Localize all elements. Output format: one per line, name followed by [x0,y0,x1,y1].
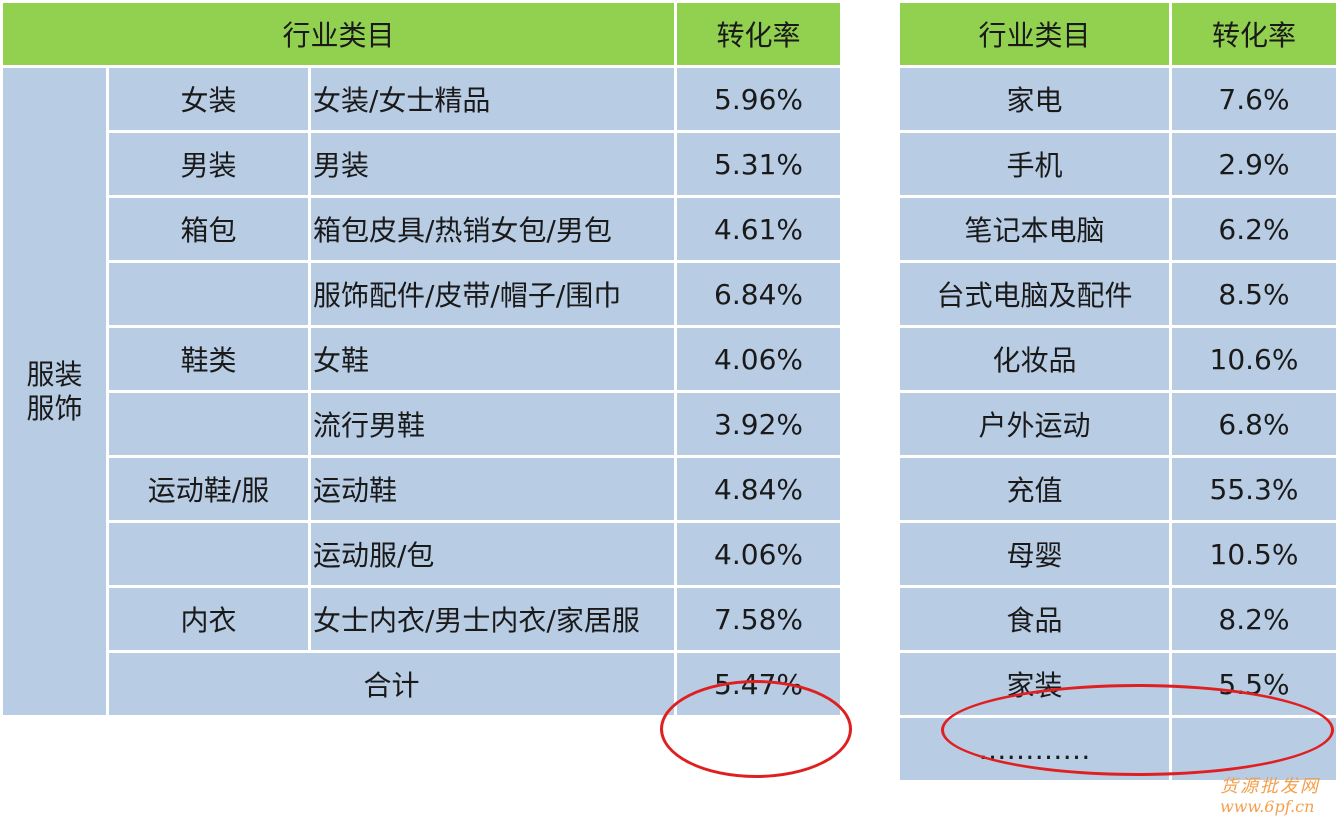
table-row: 运动服/包 4.06% [2,520,844,588]
category: 食品 [897,585,1172,653]
rate: 5.96% [674,65,844,133]
subcategory [106,520,311,588]
subcategory [106,390,311,458]
group-label-line2: 服饰 [26,391,83,425]
table-row: 母婴 10.5% [897,520,1336,588]
subcategory: 内衣 [106,585,311,653]
rate: 8.2% [1169,585,1336,653]
rate: 6.84% [674,260,844,328]
total-rate: 5.47% [674,650,844,718]
detail: 箱包皮具/热销女包/男包 [307,195,678,263]
rate: 10.5% [1169,520,1336,588]
table-header-row: 行业类目 转化率 [0,0,844,68]
table-row: 充值 55.3% [897,455,1336,523]
detail: 女装/女士精品 [307,65,678,133]
table-row: 鞋类 女鞋 4.06% [2,325,844,393]
rate: 6.2% [1169,195,1336,263]
detail: 女士内衣/男士内衣/家居服 [307,585,678,653]
rate: 8.5% [1169,260,1336,328]
subcategory: 运动鞋/服 [106,455,311,523]
detail: 运动服/包 [307,520,678,588]
table-row: 笔记本电脑 6.2% [897,195,1336,263]
table-row: 台式电脑及配件 8.5% [897,260,1336,328]
table-header-row: 行业类目 转化率 [897,0,1336,68]
category: 母婴 [897,520,1172,588]
table-row: 男装 男装 5.31% [2,130,844,198]
table-row: 运动鞋/服 运动鞋 4.84% [2,455,844,523]
group-label: 服装 服饰 [0,65,109,718]
rate: 4.61% [674,195,844,263]
header-category: 行业类目 [0,0,678,68]
rate: 4.06% [674,520,844,588]
rate: 4.84% [674,455,844,523]
rate: 6.8% [1169,390,1336,458]
table-row: 手机 2.9% [897,130,1336,198]
rate: 4.06% [674,325,844,393]
rate: 2.9% [1169,130,1336,198]
subcategory: 男装 [106,130,311,198]
detail: 服饰配件/皮带/帽子/围巾 [307,260,678,328]
table-row: 服装 服饰 女装 女装/女士精品 5.96% [0,65,844,718]
rate: 10.6% [1169,325,1336,393]
subcategory: 女装 [106,65,311,133]
category: 化妆品 [897,325,1172,393]
subcategory: 鞋类 [106,325,311,393]
category: 充值 [897,455,1172,523]
category: ………… [897,715,1172,783]
header-category: 行业类目 [897,0,1172,68]
category: 家电 [897,65,1172,133]
conversion-table-apparel: 行业类目 转化率 服装 服饰 女装 女装/女士精品 5.96% 男装 男装 5.… [0,0,844,718]
table-row: 箱包 箱包皮具/热销女包/男包 4.61% [2,195,844,263]
rate: 5.5% [1169,650,1336,718]
table-row: 流行男鞋 3.92% [2,390,844,458]
rate [1169,715,1336,783]
rate: 55.3% [1169,455,1336,523]
watermark-url: www.6pf.cn [1220,797,1315,816]
rate: 7.6% [1169,65,1336,133]
detail: 女鞋 [307,325,678,393]
category: 台式电脑及配件 [897,260,1172,328]
detail: 男装 [307,130,678,198]
table-row: 家电 7.6% [897,65,1336,133]
detail: 流行男鞋 [307,390,678,458]
table-row: 服饰配件/皮带/帽子/围巾 6.84% [2,260,844,328]
total-row: 合计 5.47% [2,650,844,718]
category: 笔记本电脑 [897,195,1172,263]
table-row: 户外运动 6.8% [897,390,1336,458]
table-row: 食品 8.2% [897,585,1336,653]
group-label-line1: 服装 [26,357,83,391]
total-label: 合计 [105,650,678,718]
subcategory [106,260,311,328]
category: 户外运动 [897,390,1172,458]
category: 手机 [897,130,1172,198]
rate: 3.92% [674,390,844,458]
header-rate: 转化率 [674,0,844,68]
rate: 7.58% [674,585,844,653]
subcategory: 箱包 [106,195,311,263]
table-row: 家装 5.5% [897,650,1336,718]
category: 家装 [897,650,1172,718]
watermark-text: 货源批发网 [1220,776,1320,797]
table-row: 化妆品 10.6% [897,325,1336,393]
table-row: 内衣 女士内衣/男士内衣/家居服 7.58% [2,585,844,653]
detail: 运动鞋 [307,455,678,523]
conversion-table-other: 行业类目 转化率 家电 7.6% 手机 2.9% 笔记本电脑 6.2% 台式电脑及配件… [897,0,1336,783]
header-rate: 转化率 [1169,0,1336,68]
rate: 5.31% [674,130,844,198]
